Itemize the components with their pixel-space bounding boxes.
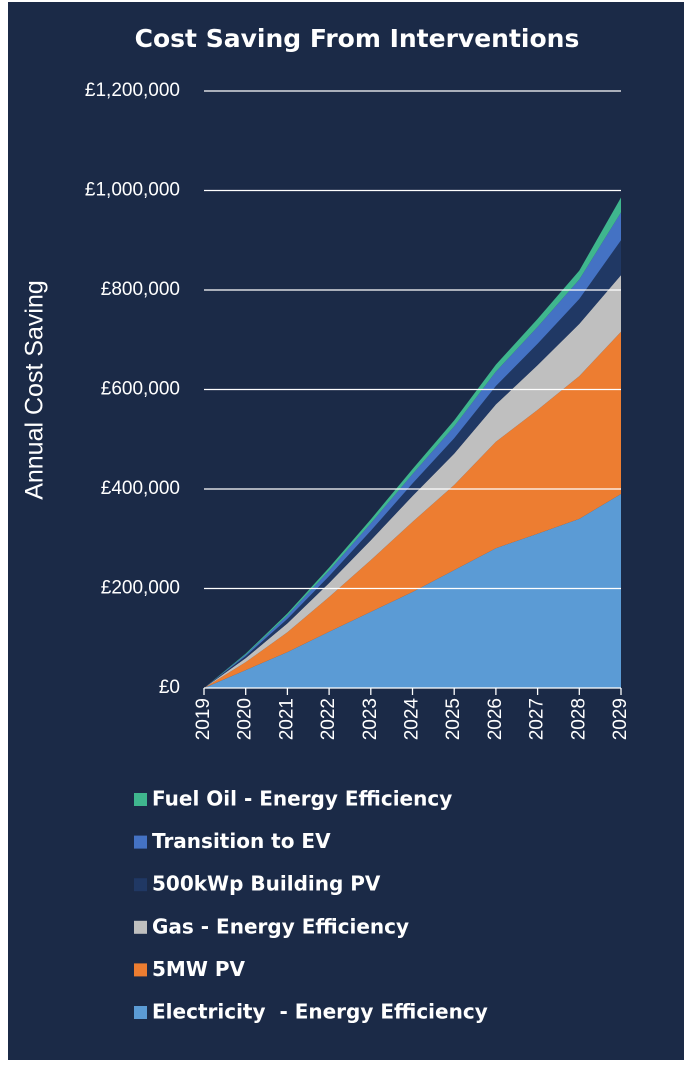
x-tick-label: 2021 xyxy=(276,698,297,740)
x-tick-label: 2028 xyxy=(568,698,589,740)
legend-label: 5MW PV xyxy=(152,957,246,981)
legend-swatch xyxy=(134,920,147,934)
x-tick-label: 2022 xyxy=(318,698,339,740)
x-tick-label: 2024 xyxy=(402,698,423,741)
x-tick-label: 2027 xyxy=(527,698,548,740)
legend-swatch xyxy=(134,963,147,977)
y-tick-label: £800,000 xyxy=(101,279,180,300)
chart-title: Cost Saving From Interventions xyxy=(135,24,580,53)
x-tick-label: 2029 xyxy=(610,698,631,740)
area xyxy=(204,331,621,688)
x-tick-label: 2020 xyxy=(235,698,256,740)
y-axis-title: Annual Cost Saving xyxy=(21,280,49,500)
x-tick-label: 2025 xyxy=(443,698,464,740)
y-tick-label: £0 xyxy=(159,677,180,698)
x-tick-label: 2026 xyxy=(485,698,506,740)
legend-label: Electricity - Energy Efficiency xyxy=(152,1000,488,1024)
y-tick-label: £400,000 xyxy=(101,478,180,499)
legend-label: Gas - Energy Efficiency xyxy=(152,914,409,938)
x-tick-label: 2019 xyxy=(193,698,214,740)
legend-swatch xyxy=(134,878,147,892)
legend-swatch xyxy=(134,835,147,849)
legend-swatch xyxy=(134,793,147,806)
legend-swatch xyxy=(134,1006,147,1019)
legend-label: Transition to EV xyxy=(152,829,331,853)
legend-label: 500kWp Building PV xyxy=(152,872,381,896)
y-tick-label: £600,000 xyxy=(101,379,180,400)
legend-label: Fuel Oil - Energy Efficiency xyxy=(152,787,452,811)
y-tick-label: £1,200,000 xyxy=(85,80,180,101)
x-tick-label: 2023 xyxy=(360,698,381,740)
y-tick-label: £200,000 xyxy=(101,578,180,599)
area xyxy=(204,493,621,688)
y-tick-label: £1,000,000 xyxy=(85,180,180,201)
